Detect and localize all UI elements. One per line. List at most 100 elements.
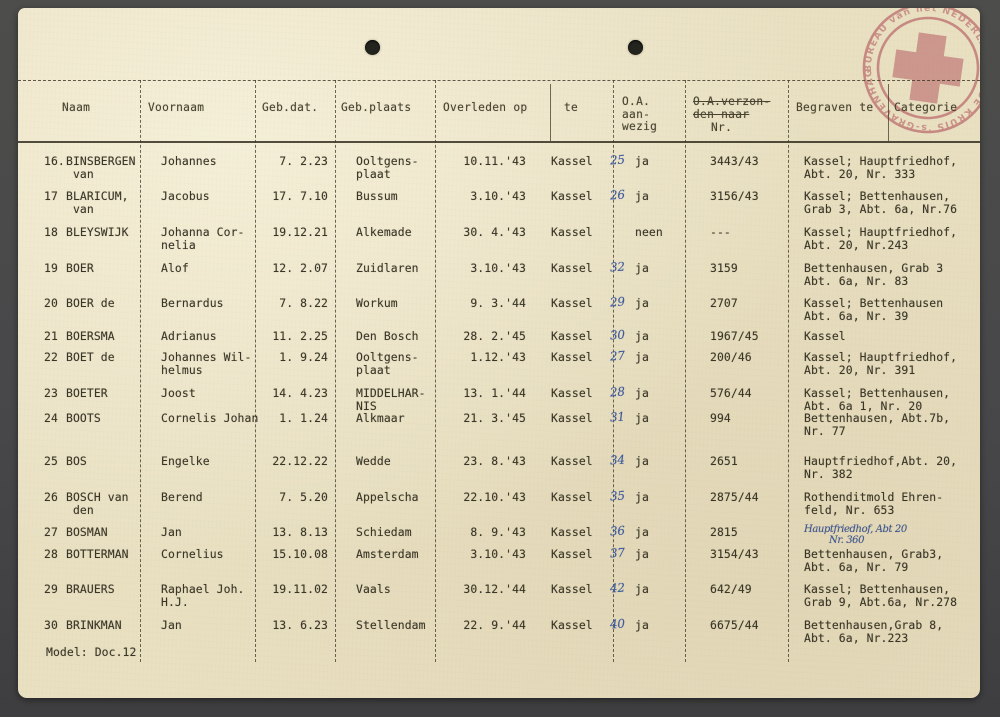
handwritten-ink-number: 27 <box>609 348 626 364</box>
cell-overlijdensdatum: 10.11.'43 <box>463 154 526 168</box>
handwritten-ink-number: 37 <box>609 545 626 561</box>
cell-verzonden-nr: 576/44 <box>710 386 752 400</box>
cell-overlijdensplaats: Kassel <box>551 189 593 203</box>
cell-begraven-te: Kassel; Hauptfriedhof, Abt. 20, Nr. 391 <box>804 350 958 377</box>
cell-verzonden-nr: 994 <box>710 411 731 425</box>
cell-naam: BOETER <box>66 386 108 400</box>
cell-verzonden-nr: 6675/44 <box>710 618 759 632</box>
records-table: Naam Voornaam Geb.dat. Geb.plaats Overle… <box>18 8 980 698</box>
header-gebdat: Geb.dat. <box>262 101 319 114</box>
cell-voornaam: Jan <box>161 618 182 632</box>
row-number: 23 <box>44 386 58 400</box>
cell-begraven-te: Kassel; Bettenhausen Abt. 6a, Nr. 39 <box>804 296 944 323</box>
col-sep-voornaam <box>255 80 256 662</box>
handwritten-ink-number: 34 <box>609 452 626 468</box>
cell-verzonden-nr: 3159 <box>710 261 738 275</box>
cell-overlijdensdatum: 23. 8.'43 <box>463 454 526 468</box>
handwritten-ink-number: 30 <box>609 327 626 343</box>
cell-oa-aanwezig: ja <box>635 154 649 168</box>
cell-begraven-te: Kassel; Bettenhausen, Abt. 6a 1, Nr. 20 <box>804 386 951 413</box>
handwritten-ink-number: 36 <box>609 523 626 539</box>
cell-naam: BOSCH van den <box>66 490 129 517</box>
cell-begraven-te: Kassel; Bettenhausen, Grab 3, Abt. 6a, N… <box>804 189 958 216</box>
cell-oa-aanwezig: neen <box>635 225 663 239</box>
cell-naam: BOET de <box>66 350 115 364</box>
cell-geboorteplaats: Zuidlaren <box>356 261 419 275</box>
cell-geboortedatum: 1. 9.24 <box>279 350 328 364</box>
cell-geboorteplaats: Amsterdam <box>356 547 419 561</box>
row-number: 30 <box>44 618 58 632</box>
cell-naam: BOER de <box>66 296 115 310</box>
header-verzonden-struck: O.A.verzon- den naar <box>693 95 771 121</box>
header-categorie: Categorie <box>894 101 958 114</box>
cell-geboorteplaats: Den Bosch <box>356 329 419 343</box>
row-number: 26 <box>44 490 58 504</box>
cell-overlijdensdatum: 30. 4.'43 <box>463 225 526 239</box>
cell-overlijdensdatum: 9. 3.'44 <box>470 296 526 310</box>
handwritten-ink-number: 31 <box>609 409 626 425</box>
table-top-rule <box>18 80 980 81</box>
cell-geboorteplaats: Ooltgens- plaat <box>356 154 419 181</box>
cell-verzonden-nr: 3154/43 <box>710 547 759 561</box>
cell-verzonden-nr: 200/46 <box>710 350 752 364</box>
archival-card-sheet: BUREAU van het NEDERLANDSCHE ROODE KRUIS… <box>18 8 980 698</box>
header-voornaam: Voornaam <box>148 101 205 114</box>
cell-oa-aanwezig: ja <box>635 350 649 364</box>
cell-oa-aanwezig: ja <box>635 296 649 310</box>
cell-naam: BRINKMAN <box>66 618 122 632</box>
cell-geboorteplaats: Vaals <box>356 582 391 596</box>
cell-verzonden-nr: 2875/44 <box>710 490 759 504</box>
cell-geboortedatum: 7. 2.23 <box>279 154 328 168</box>
cell-oa-aanwezig: ja <box>635 618 649 632</box>
col-sep-overleden <box>550 84 551 141</box>
cell-voornaam: Jacobus <box>161 189 210 203</box>
cell-overlijdensdatum: 13. 1.'44 <box>463 386 526 400</box>
cell-geboortedatum: 13. 8.13 <box>272 525 328 539</box>
row-number: 28 <box>44 547 58 561</box>
cell-voornaam: Engelke <box>161 454 210 468</box>
row-number: 19 <box>44 261 58 275</box>
cell-begraven-te: Bettenhausen,Grab 8, Abt. 6a, Nr.223 <box>804 618 944 645</box>
col-sep-gebdat <box>335 80 336 662</box>
row-number: 27 <box>44 525 58 539</box>
cell-geboorteplaats: Ooltgens- plaat <box>356 350 419 377</box>
cell-geboortedatum: 11. 2.25 <box>272 329 328 343</box>
cell-voornaam: Alof <box>161 261 189 275</box>
cell-verzonden-nr: 3156/43 <box>710 189 759 203</box>
row-number: 18 <box>44 225 58 239</box>
model-note: Model: Doc.12 <box>46 645 137 659</box>
cell-overlijdensplaats: Kassel <box>551 329 593 343</box>
cell-overlijdensplaats: Kassel <box>551 490 593 504</box>
cell-naam: BOSMAN <box>66 525 108 539</box>
cell-overlijdensplaats: Kassel <box>551 296 593 310</box>
cell-geboorteplaats: Wedde <box>356 454 391 468</box>
handwritten-ink-number: 35 <box>609 488 626 504</box>
cell-begraven-te: Kassel <box>804 329 846 343</box>
cell-begraven-te: Bettenhausen, Grab3, Abt. 6a, Nr. 79 <box>804 547 944 574</box>
cell-begraven-te: Kassel; Hauptfriedhof, Abt. 20, Nr. 333 <box>804 154 958 181</box>
cell-voornaam: Bernardus <box>161 296 224 310</box>
punch-hole-right <box>628 40 643 55</box>
cell-geboortedatum: 7. 8.22 <box>279 296 328 310</box>
handwritten-ink-number: 25 <box>609 152 626 168</box>
cell-geboorteplaats: Alkemade <box>356 225 412 239</box>
cell-overlijdensplaats: Kassel <box>551 411 593 425</box>
row-number: 24 <box>44 411 58 425</box>
cell-geboortedatum: 1. 1.24 <box>279 411 328 425</box>
cell-overlijdensdatum: 3.10.'43 <box>470 261 526 275</box>
cell-naam: BRAUERS <box>66 582 115 596</box>
handwritten-ink-number: 29 <box>609 294 626 310</box>
cell-begraven-te: Hauptfriedhof,Abt. 20, Nr. 382 <box>804 454 958 481</box>
cell-geboorteplaats: Stellendam <box>356 618 426 632</box>
cell-oa-aanwezig: ja <box>635 189 649 203</box>
row-number: 29 <box>44 582 58 596</box>
cell-voornaam: Johannes Wil- helmus <box>161 350 252 377</box>
cell-geboortedatum: 13. 6.23 <box>272 618 328 632</box>
cell-overlijdensplaats: Kassel <box>551 618 593 632</box>
cell-overlijdensplaats: Kassel <box>551 582 593 596</box>
row-number: 22 <box>44 350 58 364</box>
cell-overlijdensplaats: Kassel <box>551 154 593 168</box>
row-number: 21 <box>44 329 58 343</box>
col-sep-verzonden <box>788 80 789 662</box>
cell-overlijdensplaats: Kassel <box>551 261 593 275</box>
